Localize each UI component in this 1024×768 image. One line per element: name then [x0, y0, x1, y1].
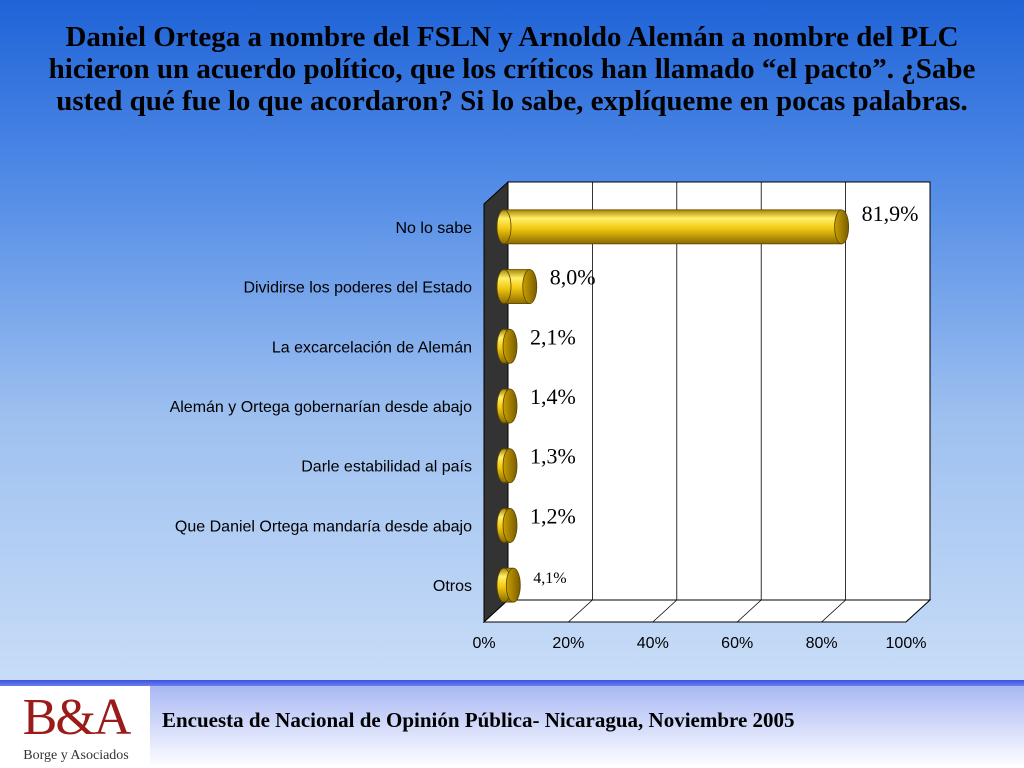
category-label: Dividirse los poderes del Estado: [243, 280, 472, 297]
category-label: Otros: [433, 578, 472, 595]
x-tick-label: 60%: [721, 635, 753, 652]
x-tick-label: 20%: [552, 635, 584, 652]
x-tick-label: 40%: [637, 635, 669, 652]
data-label: 2,1%: [530, 324, 576, 349]
category-label: Que Daniel Ortega mandaría desde abajo: [175, 518, 472, 535]
bar-end-cap: [834, 209, 850, 245]
logo: B&A Borge y Asociados: [6, 688, 146, 766]
data-label: 81,9%: [862, 201, 919, 226]
bar-end-cap: [502, 388, 518, 424]
category-label: Darle estabilidad al país: [301, 459, 472, 476]
bar-end-cap: [522, 269, 538, 304]
logo-mark: B&A: [22, 689, 132, 746]
data-label: 1,3%: [530, 444, 576, 469]
floor-gridline: [905, 599, 931, 623]
footer-text: Encuesta de Nacional de Opinión Pública-…: [162, 708, 795, 732]
floor-gridline: [736, 599, 762, 623]
floor-gridline: [568, 599, 593, 623]
bar-end-cap: [502, 508, 518, 543]
x-tick-label: 100%: [886, 635, 927, 652]
data-label: 4,1%: [533, 570, 566, 587]
footer-band: [150, 686, 1024, 768]
plot-back-wall: [507, 181, 931, 601]
plot-floor: [482, 599, 932, 623]
x-tick-label: 0%: [472, 635, 495, 652]
bar-end-cap: [505, 567, 521, 603]
floor-gridline: [821, 599, 846, 623]
category-label: La excarcelación de Alemán: [272, 339, 472, 356]
x-tick-label: 80%: [806, 635, 838, 652]
chart-title: Daniel Ortega a nombre del FSLN y Arnold…: [48, 21, 976, 117]
bar-end-cap: [502, 328, 518, 364]
data-label: 1,4%: [530, 384, 576, 409]
bar: [503, 209, 843, 245]
logo-subtitle: Borge y Asociados: [23, 748, 129, 763]
bar-start-cap: [496, 209, 512, 245]
data-label: 1,2%: [530, 503, 576, 528]
bar-chart: 0% 20% 40% 60% 80% 100% No lo sabe 81,9% Dividir…: [170, 180, 932, 652]
footer-stripe: [0, 680, 1024, 686]
data-label: 8,0%: [550, 265, 596, 290]
footer: B&A Borge y Asociados Encuesta de Nacion…: [0, 680, 1024, 768]
bar-start-cap: [496, 269, 512, 304]
category-label: Alemán y Ortega gobernarían desde abajo: [170, 399, 473, 416]
category-label: No lo sabe: [396, 220, 473, 237]
bar-end-cap: [502, 448, 518, 484]
floor-gridline: [652, 599, 678, 623]
